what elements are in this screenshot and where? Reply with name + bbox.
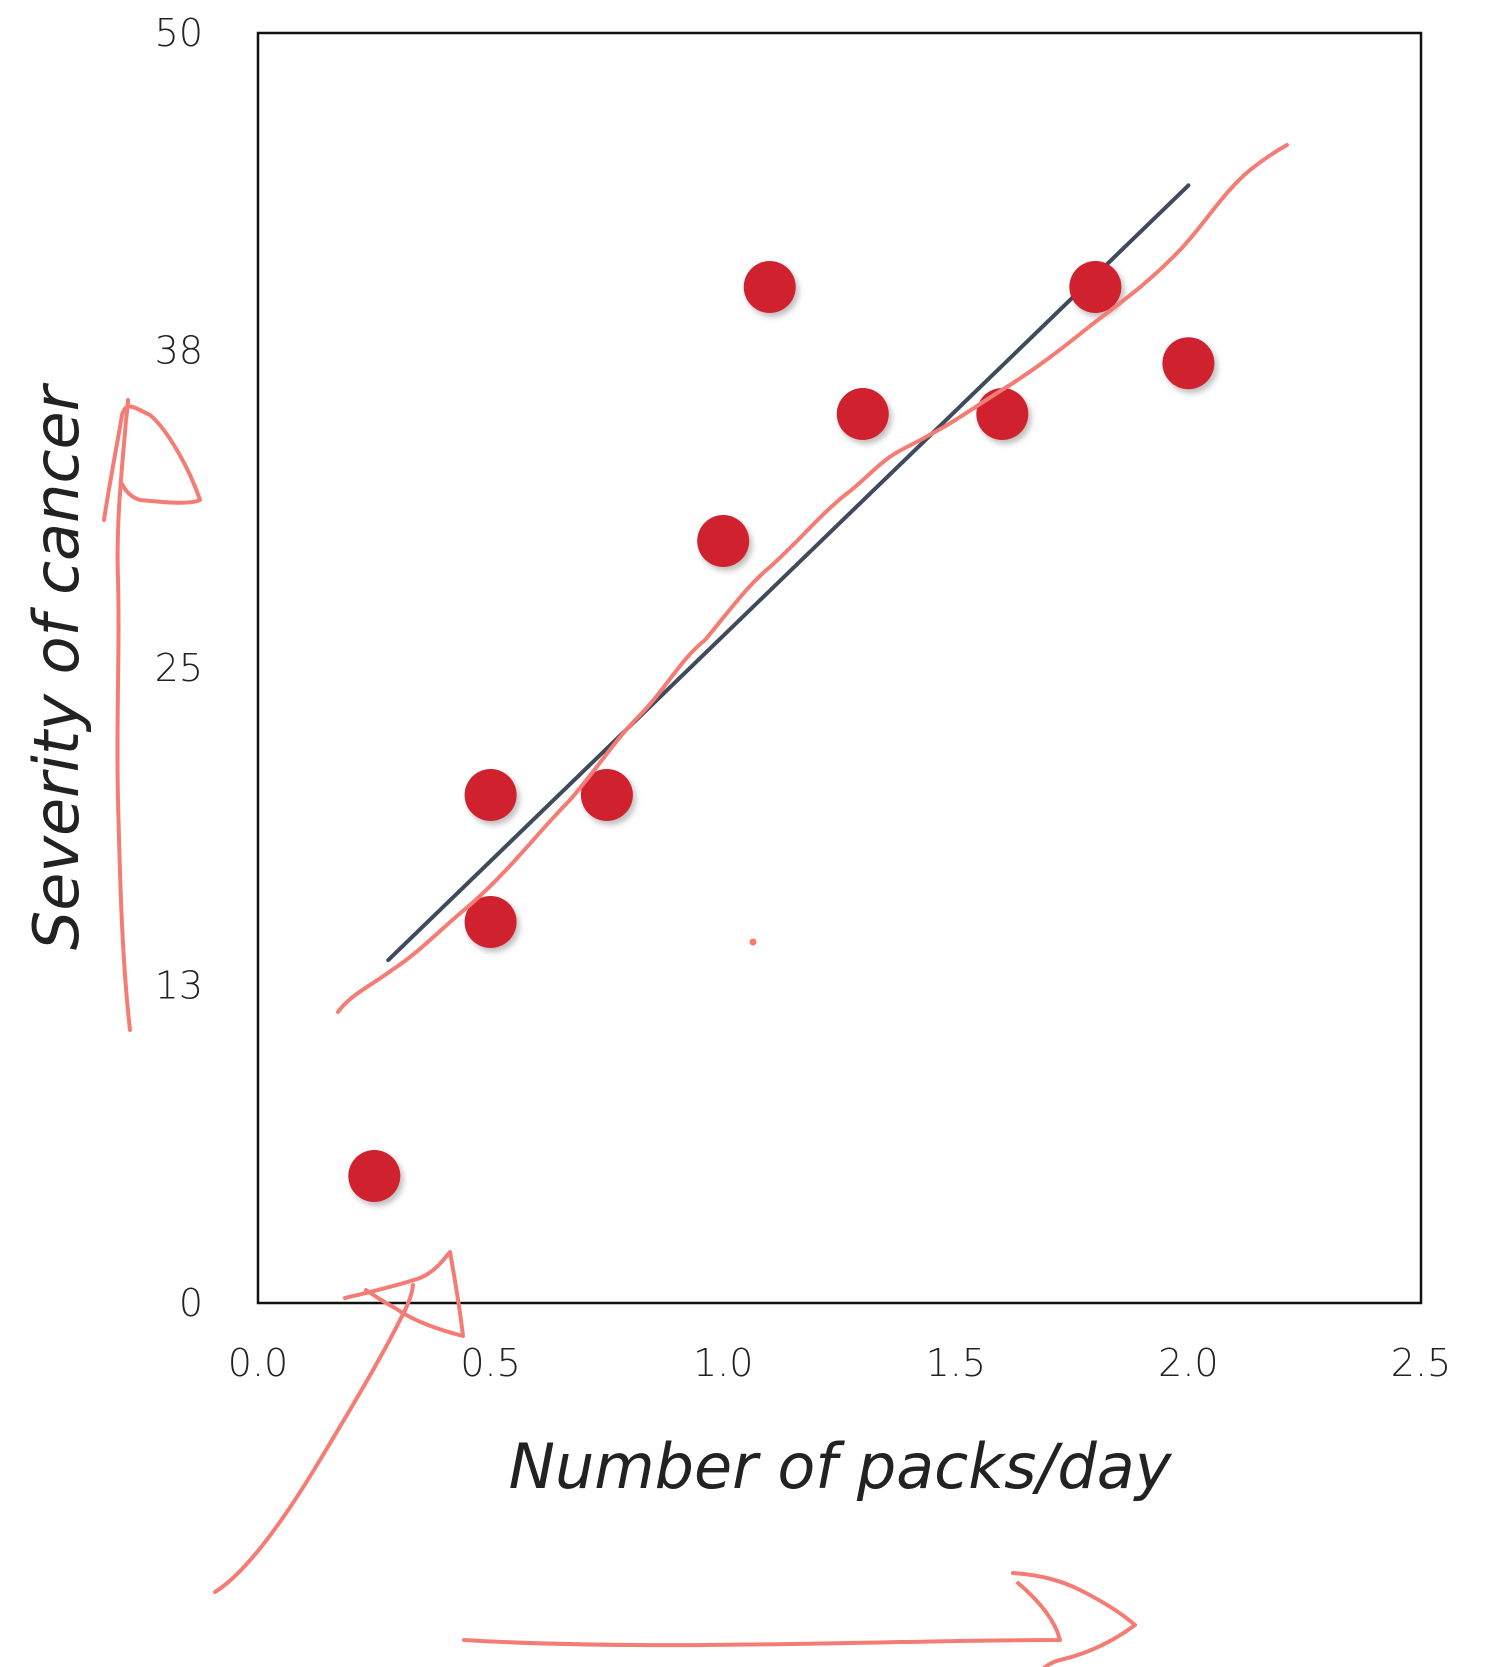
annotation-y-axis-arrow bbox=[102, 398, 202, 1032]
data-points bbox=[348, 261, 1215, 1202]
annotation-trend-curve bbox=[336, 143, 1289, 1014]
data-point bbox=[464, 896, 517, 948]
y-tick-label: 38 bbox=[155, 329, 203, 373]
data-point bbox=[743, 261, 796, 313]
y-tick-label: 0 bbox=[179, 1281, 203, 1325]
data-point bbox=[348, 1150, 401, 1202]
y-axis-ticks: 0 13 25 38 50 bbox=[155, 11, 203, 1325]
data-point bbox=[464, 769, 517, 821]
y-tick-label: 25 bbox=[155, 646, 203, 690]
plot-area-frame bbox=[256, 31, 1423, 1305]
handwritten-annotations bbox=[102, 143, 1289, 1667]
x-tick-label: 2.5 bbox=[1391, 1341, 1451, 1385]
data-point bbox=[976, 388, 1029, 440]
annotation-x-axis-arrow bbox=[213, 1250, 465, 1594]
y-axis-title: Severity of cancer bbox=[20, 382, 93, 950]
data-point bbox=[1069, 261, 1122, 313]
annotation-bottom-arrow bbox=[462, 1571, 1137, 1667]
y-tick-label: 50 bbox=[155, 11, 203, 55]
data-point bbox=[836, 388, 889, 440]
x-axis-title: Number of packs/day bbox=[509, 1430, 1173, 1503]
x-axis-ticks: 0.0 0.5 1.0 1.5 2.0 2.5 bbox=[228, 1341, 1451, 1385]
x-tick-label: 1.5 bbox=[926, 1341, 986, 1385]
x-tick-label: 0.5 bbox=[460, 1341, 520, 1385]
data-point bbox=[1162, 337, 1215, 390]
y-tick-label: 13 bbox=[155, 964, 203, 1008]
data-point bbox=[697, 515, 750, 567]
annotation-dot bbox=[749, 938, 757, 946]
x-tick-label: 0.0 bbox=[228, 1341, 288, 1385]
x-tick-label: 2.0 bbox=[1158, 1341, 1218, 1385]
data-point bbox=[580, 769, 633, 821]
trend-line bbox=[386, 183, 1191, 963]
x-tick-label: 1.0 bbox=[693, 1341, 753, 1385]
